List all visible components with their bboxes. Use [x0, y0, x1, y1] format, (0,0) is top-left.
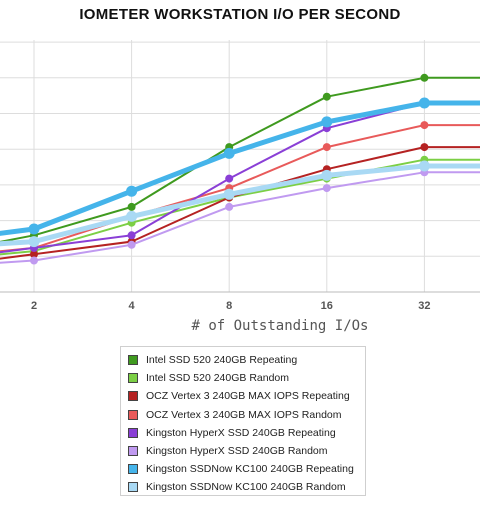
- data-point[interactable]: [321, 116, 333, 128]
- data-point[interactable]: [126, 185, 138, 197]
- data-point[interactable]: [127, 240, 136, 249]
- x-tick-label: 16: [321, 300, 333, 312]
- x-tick-label: 4: [129, 300, 136, 312]
- x-tick-labels: 2 4 8 16 32: [31, 300, 431, 312]
- legend-swatch: [128, 482, 138, 493]
- legend-swatch: [128, 427, 138, 438]
- data-point[interactable]: [322, 92, 331, 101]
- x-tick-label: 2: [31, 300, 37, 312]
- series-2: [0, 155, 480, 256]
- data-point[interactable]: [420, 143, 429, 152]
- data-point[interactable]: [225, 174, 234, 183]
- data-point[interactable]: [30, 256, 38, 265]
- data-point[interactable]: [418, 97, 430, 109]
- data-point[interactable]: [28, 223, 40, 235]
- data-point[interactable]: [420, 121, 429, 130]
- data-point[interactable]: [127, 231, 136, 240]
- data-point[interactable]: [322, 143, 331, 152]
- legend-item[interactable]: Intel SSD 520 240GB Random: [128, 369, 365, 387]
- series-6: [0, 168, 480, 265]
- legend: Intel SSD 520 240GB Repeating Intel SSD 5…: [120, 346, 366, 496]
- data-point[interactable]: [321, 169, 333, 181]
- legend-label: Kingston HyperX SSD 240GB Random: [146, 445, 328, 458]
- legend-item[interactable]: OCZ Vertex 3 240GB MAX IOPS Random: [128, 406, 365, 424]
- legend-label: OCZ Vertex 3 240GB MAX IOPS Random: [146, 408, 342, 421]
- gridlines: [0, 40, 480, 293]
- series-lines: [0, 73, 480, 265]
- chart-title: IOMETER WORKSTATION I/O PER SECOND: [79, 6, 401, 23]
- data-point[interactable]: [28, 236, 40, 248]
- legend-item[interactable]: Kingston SSDNow KC100 240GB Repeating: [128, 460, 365, 478]
- series-8: [0, 160, 480, 248]
- legend-swatch: [128, 446, 138, 457]
- data-point[interactable]: [225, 202, 234, 211]
- data-point[interactable]: [322, 184, 331, 193]
- x-axis-label: # of Outstanding I/Os: [191, 318, 369, 334]
- legend-label: Intel SSD 520 240GB Repeating: [146, 354, 298, 367]
- legend-swatch: [128, 464, 138, 475]
- data-point[interactable]: [223, 188, 235, 200]
- legend-swatch: [128, 391, 138, 402]
- series-1: [0, 73, 480, 243]
- series-7: [0, 97, 480, 236]
- legend-swatch: [128, 373, 138, 384]
- series-line: [0, 102, 480, 254]
- legend-label: OCZ Vertex 3 240GB MAX IOPS Repeating: [146, 390, 350, 403]
- legend-item[interactable]: Kingston HyperX SSD 240GB Repeating: [128, 424, 365, 442]
- legend-item[interactable]: Kingston SSDNow KC100 240GB Random: [128, 478, 365, 496]
- legend-swatch: [128, 409, 138, 420]
- data-point[interactable]: [126, 210, 138, 222]
- legend-swatch: [128, 355, 138, 366]
- legend-label: Kingston SSDNow KC100 240GB Repeating: [146, 463, 354, 476]
- series-line: [0, 171, 480, 264]
- x-tick-label: 32: [418, 300, 430, 312]
- legend-label: Kingston HyperX SSD 240GB Repeating: [146, 426, 336, 439]
- legend-item[interactable]: Intel SSD 520 240GB Repeating: [128, 351, 365, 369]
- line-chart: 2 4 8 16 32: [0, 40, 480, 312]
- data-point[interactable]: [127, 202, 136, 211]
- legend-label: Intel SSD 520 240GB Random: [146, 372, 290, 385]
- data-point[interactable]: [30, 250, 38, 259]
- x-tick-label: 8: [226, 300, 232, 312]
- data-point[interactable]: [420, 73, 429, 82]
- legend-label: Kingston SSDNow KC100 240GB Random: [146, 481, 346, 494]
- data-point[interactable]: [418, 160, 430, 172]
- series-line: [0, 146, 480, 260]
- data-point[interactable]: [223, 147, 235, 159]
- legend-item[interactable]: Kingston HyperX SSD 240GB Random: [128, 442, 365, 460]
- legend-item[interactable]: OCZ Vertex 3 240GB MAX IOPS Repeating: [128, 387, 365, 405]
